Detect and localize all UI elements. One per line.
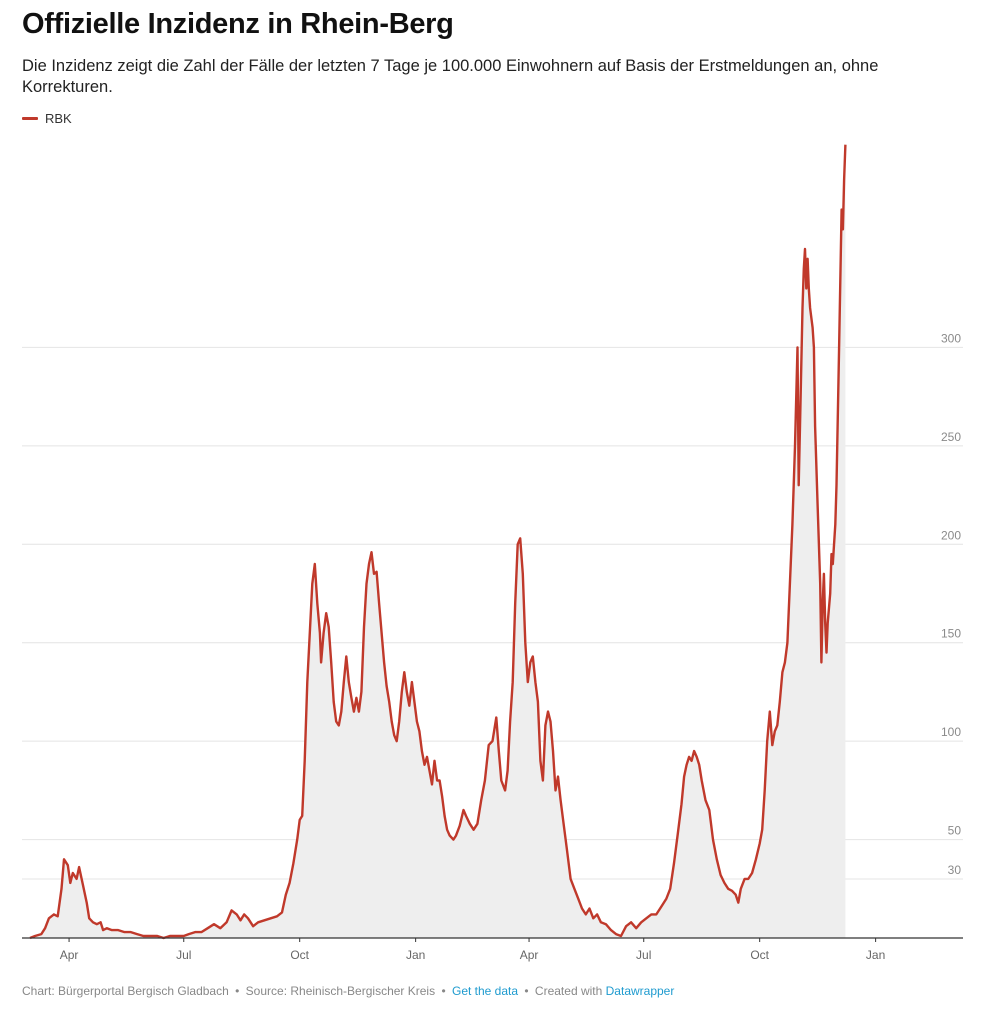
- footer-created-with: Created with: [534, 984, 603, 998]
- footer-source: Source: Rheinisch-Bergischer Kreis: [245, 984, 436, 998]
- y-tick-label-300: 300: [941, 331, 961, 345]
- chart-footer: Chart: Bürgerportal Bergisch Gladbach • …: [22, 984, 674, 998]
- chart-area: 30 50 100 150 200 250 300 Apr Jul Oct Jan Apr Jul Oc…: [22, 144, 963, 962]
- footer-credit: Chart: Bürgerportal Bergisch Gladbach: [22, 984, 229, 998]
- x-tick-label-1: Jul: [176, 948, 191, 962]
- x-tick-label-7: Jan: [866, 948, 885, 962]
- y-tick-label-200: 200: [941, 528, 961, 542]
- y-tick-label-50: 50: [948, 824, 962, 838]
- footer-separator: •: [235, 984, 240, 998]
- datawrapper-link[interactable]: Datawrapper: [605, 984, 675, 998]
- rbk-series-line: [29, 144, 847, 940]
- y-tick-label-150: 150: [941, 627, 961, 641]
- footer-separator: •: [441, 984, 446, 998]
- x-tick-label-4: Apr: [520, 948, 539, 962]
- x-tick-label-3: Jan: [406, 948, 425, 962]
- chart-title: Offizielle Inzidenz in Rhein-Berg: [22, 8, 454, 40]
- x-tick-label-5: Jul: [636, 948, 651, 962]
- get-the-data-link[interactable]: Get the data: [451, 984, 519, 998]
- rbk-area-fill: [30, 144, 846, 938]
- legend-label-rbk: RBK: [45, 111, 72, 126]
- x-axis-tick-labels: Apr Jul Oct Jan Apr Jul Oct Jan: [60, 938, 885, 962]
- y-tick-label-30: 30: [948, 863, 962, 877]
- y-axis-tick-labels: 30 50 100 150 200 250 300: [941, 331, 961, 877]
- x-tick-label-0: Apr: [60, 948, 79, 962]
- x-tick-label-6: Oct: [750, 948, 769, 962]
- x-tick-label-2: Oct: [290, 948, 309, 962]
- legend-swatch-rbk: [22, 117, 38, 120]
- y-tick-label-100: 100: [941, 725, 961, 739]
- chart-subtitle: Die Inzidenz zeigt die Zahl der Fälle de…: [22, 57, 879, 96]
- legend: RBK: [22, 111, 72, 126]
- footer-separator: •: [524, 984, 529, 998]
- y-tick-label-250: 250: [941, 430, 961, 444]
